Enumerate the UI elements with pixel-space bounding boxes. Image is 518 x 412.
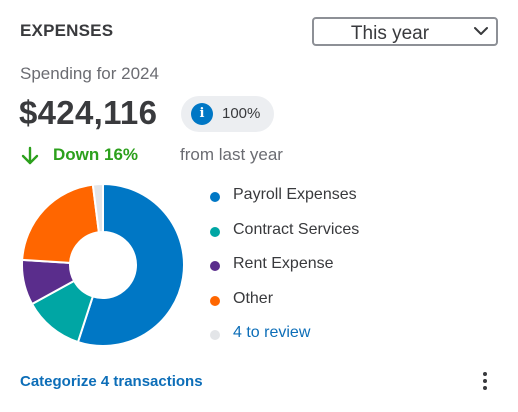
donut-slice-payroll-expenses[interactable] (76, 183, 185, 347)
legend-label: Other (233, 289, 274, 307)
donut-slice-4-to-review[interactable] (91, 183, 104, 234)
percent-badge[interactable]: i 100% (181, 96, 274, 132)
spending-period-label: Spending for 2024 (20, 64, 159, 83)
legend-dot-icon (210, 261, 220, 271)
total-amount: $424,116 (19, 94, 158, 131)
change-text: Down 16% (53, 145, 139, 164)
legend-label: Contract Services (233, 220, 360, 238)
legend-label[interactable]: 4 to review (233, 324, 311, 341)
change-suffix: from last year (180, 145, 283, 164)
period-select[interactable]: This year (312, 17, 498, 46)
info-icon: i (191, 103, 213, 125)
legend-dot-icon (210, 226, 220, 237)
period-select-value: This year (350, 23, 430, 44)
arrow-down-icon (21, 146, 39, 165)
chevron-down-icon (474, 27, 488, 35)
legend-label: Payroll Expenses (233, 186, 357, 203)
categorize-transactions-link[interactable]: Categorize 4 transactions (20, 373, 203, 390)
legend-dot-icon (210, 330, 220, 340)
more-vertical-icon[interactable] (478, 370, 492, 392)
expenses-donut-chart[interactable] (21, 183, 185, 347)
legend-label: Rent Expense (233, 255, 334, 272)
legend-dot-icon (210, 192, 220, 202)
percent-value: 100% (222, 105, 261, 122)
legend-dot-icon (210, 295, 220, 306)
widget-title: EXPENSES (20, 21, 114, 40)
donut-slice-other[interactable] (21, 183, 100, 264)
